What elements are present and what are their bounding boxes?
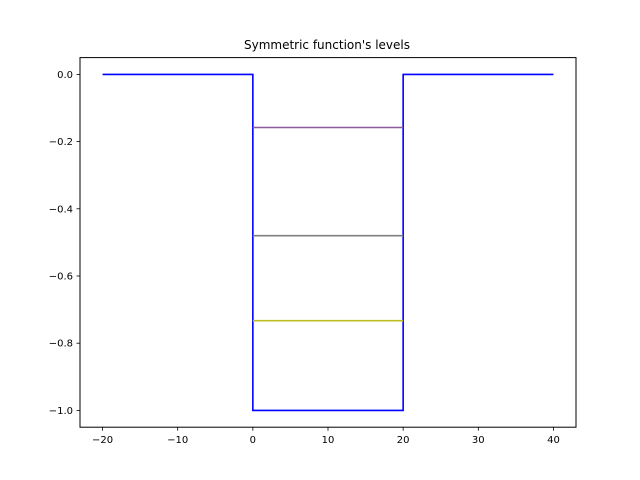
plot-series — [102, 73, 554, 412]
potential-well-line — [102, 73, 554, 412]
y-tick-label: 0.0 — [57, 70, 73, 81]
x-tick-label: 10 — [322, 435, 335, 446]
x-tick-label: 40 — [547, 435, 560, 446]
axis-ticks: −20 −10 0 10 20 30 40 0.0 −0.2 −0.4 −0.6 −0.8 −1.0 — [49, 70, 560, 446]
y-tick-label: −0.4 — [49, 204, 73, 215]
y-tick-label: −1.0 — [49, 406, 73, 417]
chart-title: Symmetric function's levels — [244, 38, 410, 52]
y-tick-label: −0.2 — [49, 137, 73, 148]
axes-frame — [79, 57, 577, 428]
x-tick-label: 30 — [472, 435, 485, 446]
x-tick-label: 0 — [250, 435, 256, 446]
x-tick-label: −10 — [167, 435, 188, 446]
x-tick-label: −20 — [92, 435, 113, 446]
y-tick-label: −0.8 — [49, 339, 73, 350]
y-tick-label: −0.6 — [49, 272, 73, 283]
x-tick-label: 20 — [397, 435, 410, 446]
